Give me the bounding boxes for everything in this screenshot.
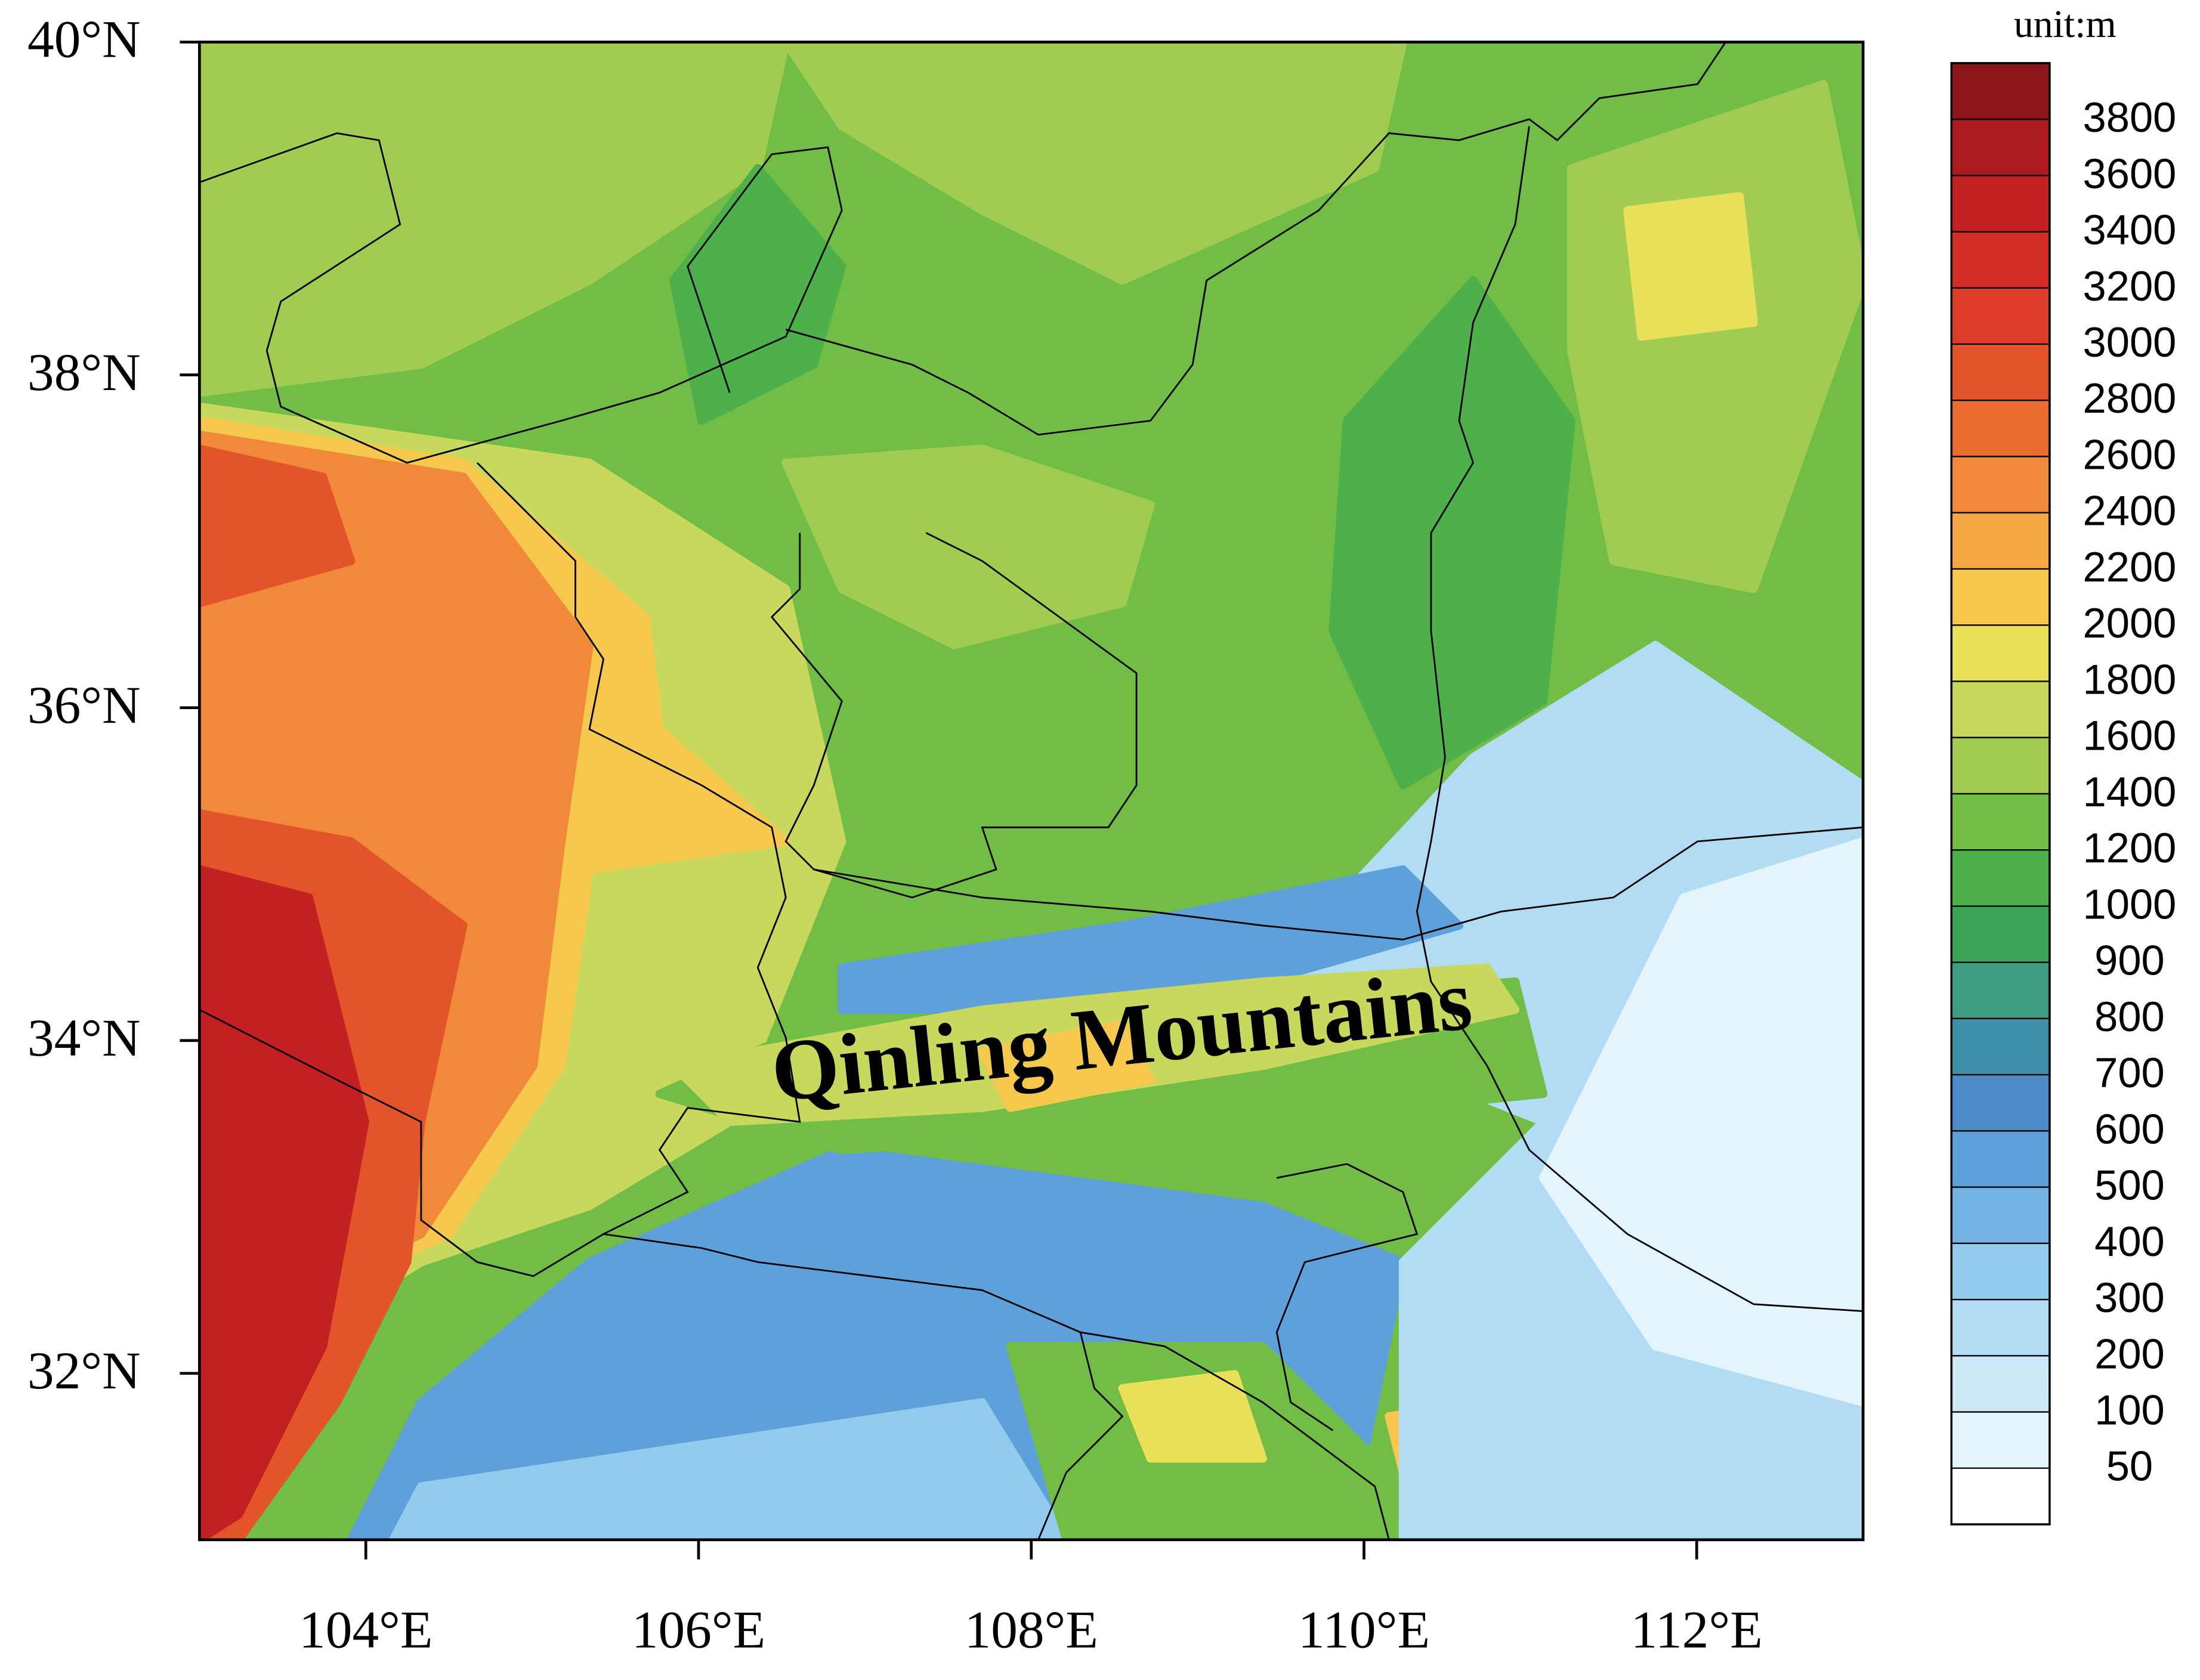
terrain-region <box>1118 1370 1267 1463</box>
colorbar-label: 500 <box>2094 1162 2165 1209</box>
x-tick-label: 110°E <box>1298 1600 1430 1659</box>
colorbar-label: 2600 <box>2082 431 2176 478</box>
terrain-region <box>388 1398 1071 1540</box>
colorbar-label: 1200 <box>2082 824 2176 871</box>
colorbar-box <box>1951 1131 2050 1187</box>
colorbar-frame <box>1950 62 2051 1526</box>
unit-label: unit:m <box>2014 2 2116 46</box>
colorbar-box <box>1951 1468 2050 1524</box>
terrain-region <box>199 42 790 397</box>
colorbar-box <box>1951 625 2050 682</box>
x-tick-label: 108°E <box>965 1600 1098 1659</box>
terrain-region <box>199 444 356 608</box>
colorbar-label: 600 <box>2094 1105 2165 1152</box>
colorbar-box <box>1951 1075 2050 1131</box>
colorbar-box <box>1951 1187 2050 1243</box>
colorbar-box <box>1951 1300 2050 1356</box>
terrain-region <box>1538 837 1864 1407</box>
colorbar-label: 3400 <box>2082 206 2176 253</box>
terrain-region <box>781 42 1407 285</box>
colorbar-label: 3800 <box>2082 94 2176 141</box>
colorbar-box <box>1951 287 2050 345</box>
colorbar-box <box>1951 681 2050 738</box>
colorbar-box <box>1951 231 2050 288</box>
boundary <box>199 462 801 1277</box>
colorbar-label: 400 <box>2094 1218 2165 1265</box>
colorbar-box <box>1951 568 2050 626</box>
boundary <box>1275 1163 1419 1431</box>
colorbar-box <box>1951 119 2050 176</box>
colorbar: 50 100 200 300 400 500 600 700 800 900 1000 1200 140… <box>1950 62 2176 1526</box>
colorbar-label: 3000 <box>2082 318 2176 366</box>
terrain-region <box>199 865 369 1540</box>
colorbar-box <box>1951 962 2050 1019</box>
colorbar-box <box>1951 175 2050 232</box>
terrain-region <box>669 164 846 425</box>
colorbar-label: 2400 <box>2082 487 2176 534</box>
colorbar-box <box>1951 1018 2050 1075</box>
x-tick-label: 106°E <box>632 1600 765 1659</box>
boundary <box>1416 126 1864 1312</box>
colorbar-box <box>1951 1356 2050 1412</box>
colorbar-label: 1600 <box>2082 712 2176 759</box>
terrain-region <box>978 1019 1155 1112</box>
terrain <box>199 42 1864 1540</box>
colorbar-box <box>1951 1243 2050 1300</box>
colorbar-box <box>1951 512 2050 569</box>
x-tick-label: 104°E <box>299 1600 432 1659</box>
colorbar-label: 2200 <box>2082 543 2176 590</box>
colorbar-box <box>1951 456 2050 513</box>
y-tick-label: 36°N <box>27 676 141 735</box>
terrain-region <box>1623 192 1758 341</box>
colorbar-box <box>1951 63 2050 120</box>
y-tick-label: 32°N <box>27 1341 141 1400</box>
y-tick-label: 40°N <box>27 10 141 69</box>
colorbar-box <box>1951 400 2050 457</box>
boundary <box>785 42 1726 436</box>
colorbar-label: 1800 <box>2082 655 2176 703</box>
boundary <box>1037 1332 1124 1540</box>
terrain-region <box>1328 276 1576 790</box>
colorbar-label: 100 <box>2094 1387 2165 1434</box>
boundary <box>814 826 1864 940</box>
colorbar-label: 700 <box>2094 1049 2165 1096</box>
boundaries <box>199 42 1864 1540</box>
boundary <box>770 532 1138 899</box>
colorbar-label: 800 <box>2094 993 2165 1040</box>
colorbar-label: 300 <box>2094 1274 2165 1321</box>
colorbar-label: 50 <box>2106 1443 2153 1490</box>
colorbar-label: 2800 <box>2082 375 2176 422</box>
colorbar-box <box>1951 850 2050 906</box>
colorbar-label: 2000 <box>2082 599 2176 646</box>
x-tick-label: 112°E <box>1631 1600 1763 1659</box>
axes: 104°E 106°E 108°E 110°E 112°E 32°N 34°N 36°N 38°… <box>27 10 1763 1660</box>
colorbar-box <box>1951 1412 2050 1468</box>
colorbar-box <box>1951 737 2050 794</box>
colorbar-label: 3600 <box>2082 150 2176 197</box>
colorbar-label: 3200 <box>2082 262 2176 310</box>
terrain-region <box>838 865 1464 1014</box>
colorbar-label: 1400 <box>2082 768 2176 815</box>
boundary <box>603 1233 1390 1540</box>
colorbar-box <box>1951 793 2050 850</box>
y-tick-label: 34°N <box>27 1008 141 1068</box>
colorbar-label: 200 <box>2094 1330 2165 1377</box>
terrain-region <box>781 444 1155 649</box>
boundary <box>199 132 843 464</box>
colorbar-box <box>1951 344 2050 401</box>
colorbar-label: 1000 <box>2082 880 2176 927</box>
colorbar-label: 900 <box>2094 937 2165 984</box>
y-tick-label: 38°N <box>27 343 141 402</box>
colorbar-box <box>1951 906 2050 963</box>
